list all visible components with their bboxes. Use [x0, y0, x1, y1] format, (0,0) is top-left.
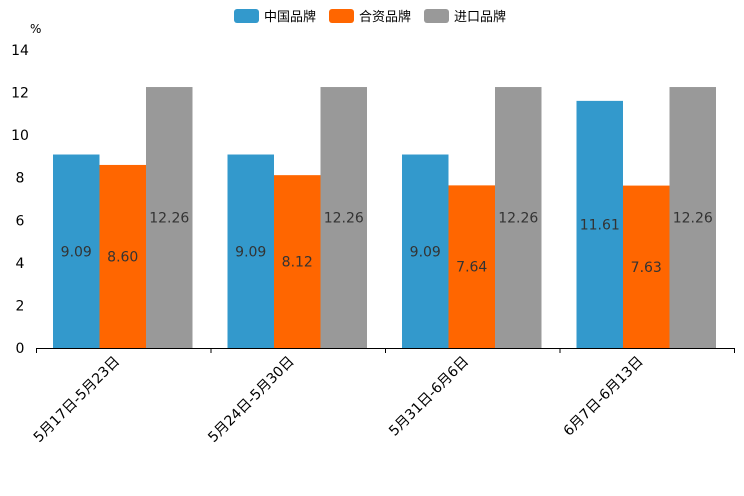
x-category-label: 5月17日-5月23日: [31, 354, 123, 446]
legend-swatch: [234, 9, 259, 23]
data-label: 9.09: [235, 244, 266, 260]
y-tick-label: 0: [16, 341, 25, 357]
legend-item[interactable]: 合资品牌: [329, 9, 411, 25]
legend-item[interactable]: 进口品牌: [424, 9, 506, 25]
data-label: 7.63: [631, 260, 662, 276]
y-tick-label: 2: [16, 298, 25, 314]
bar[interactable]: [669, 87, 717, 348]
legend-item[interactable]: 中国品牌: [234, 9, 316, 25]
bar[interactable]: [53, 154, 100, 348]
legend-swatch: [329, 9, 354, 23]
data-label: 12.26: [498, 211, 538, 227]
y-axis: 0 2 4 6 8 10 12 14: [11, 43, 29, 357]
legend-label: 进口品牌: [454, 9, 506, 25]
x-category-label: 6月7日-6月13日: [561, 354, 647, 440]
bar[interactable]: [402, 154, 449, 348]
bar[interactable]: [495, 87, 542, 348]
bars: [53, 87, 716, 348]
data-label: 12.26: [324, 211, 364, 227]
data-label: 11.61: [580, 217, 620, 233]
legend-swatch: [424, 9, 449, 23]
bar[interactable]: [623, 185, 670, 348]
data-label: 12.26: [673, 211, 713, 227]
bar[interactable]: [576, 100, 624, 348]
y-tick-label: 8: [16, 171, 25, 187]
bar[interactable]: [146, 87, 193, 348]
x-axis: 5月17日-5月23日 5月24日-5月30日 5月31日-6月6日 6月7日-6月1…: [31, 348, 735, 446]
bar[interactable]: [448, 185, 496, 348]
y-tick-label: 12: [11, 86, 29, 102]
x-category-label: 5月31日-6月6日: [386, 354, 472, 440]
bar[interactable]: [320, 87, 368, 348]
x-category-label: 5月24日-5月30日: [205, 354, 297, 446]
data-labels: 9.09 8.60 12.26 9.09 8.12 12.26 9.09 7.64 12.26 1…: [61, 211, 713, 276]
y-axis-unit-label: %: [30, 22, 41, 36]
bar[interactable]: [99, 164, 147, 348]
y-tick-label: 6: [16, 213, 25, 229]
y-tick-label: 10: [11, 128, 29, 144]
bar[interactable]: [227, 154, 275, 348]
data-label: 9.09: [410, 244, 441, 260]
data-label: 8.60: [107, 249, 138, 265]
data-label: 8.12: [282, 255, 313, 271]
y-tick-label: 4: [16, 256, 25, 272]
bar[interactable]: [274, 175, 321, 348]
data-label: 9.09: [61, 244, 92, 260]
legend: 中国品牌 合资品牌 进口品牌: [234, 9, 506, 25]
data-label: 7.64: [456, 260, 487, 276]
y-tick-label: 14: [11, 43, 29, 59]
legend-label: 中国品牌: [264, 9, 316, 25]
data-label: 12.26: [149, 211, 189, 227]
legend-label: 合资品牌: [359, 9, 411, 25]
